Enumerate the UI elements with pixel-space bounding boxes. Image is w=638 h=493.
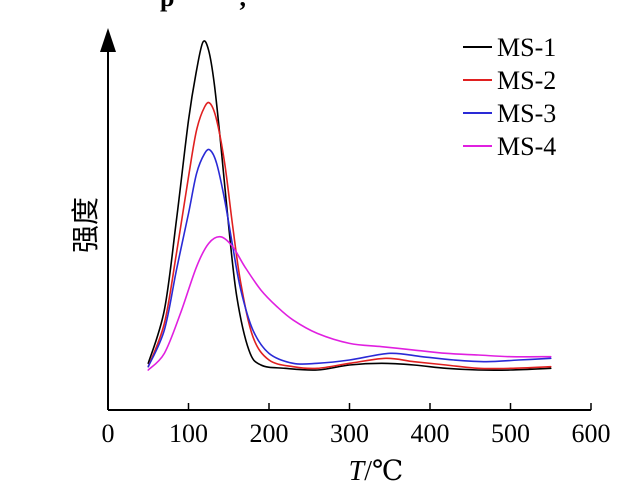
legend-label: MS-4 [497,132,556,161]
series-line-ms-1 [147,40,552,372]
x-axis-label: T/℃ [349,456,404,487]
header-fragment: p , [160,0,246,12]
x-tick-label: 500 [491,419,530,448]
x-tick-label: 0 [102,419,115,448]
x-tick-label: 100 [169,419,208,448]
legend-label: MS-2 [497,66,556,95]
x-axis-label-var: T [349,456,367,487]
x-tick-label: 200 [250,419,289,448]
legend-label: MS-1 [497,33,556,62]
legend-label: MS-3 [497,99,556,128]
x-axis-label-unit: /℃ [364,456,403,487]
x-tick-label: 400 [411,419,450,448]
series-layer [147,40,552,372]
y-axis-label: 强度 [70,197,102,253]
x-tick-label: 600 [572,419,611,448]
x-ticks: 0 100 200 300 400 500 600 [102,403,611,448]
legend: MS-1 MS-2 MS-3 MS-4 [463,33,556,161]
series-line-ms-3 [147,148,552,368]
x-tick-label: 300 [330,419,369,448]
series-line-ms-2 [147,101,552,370]
y-axis-arrow [100,28,116,52]
series-line-ms-4 [147,235,552,371]
